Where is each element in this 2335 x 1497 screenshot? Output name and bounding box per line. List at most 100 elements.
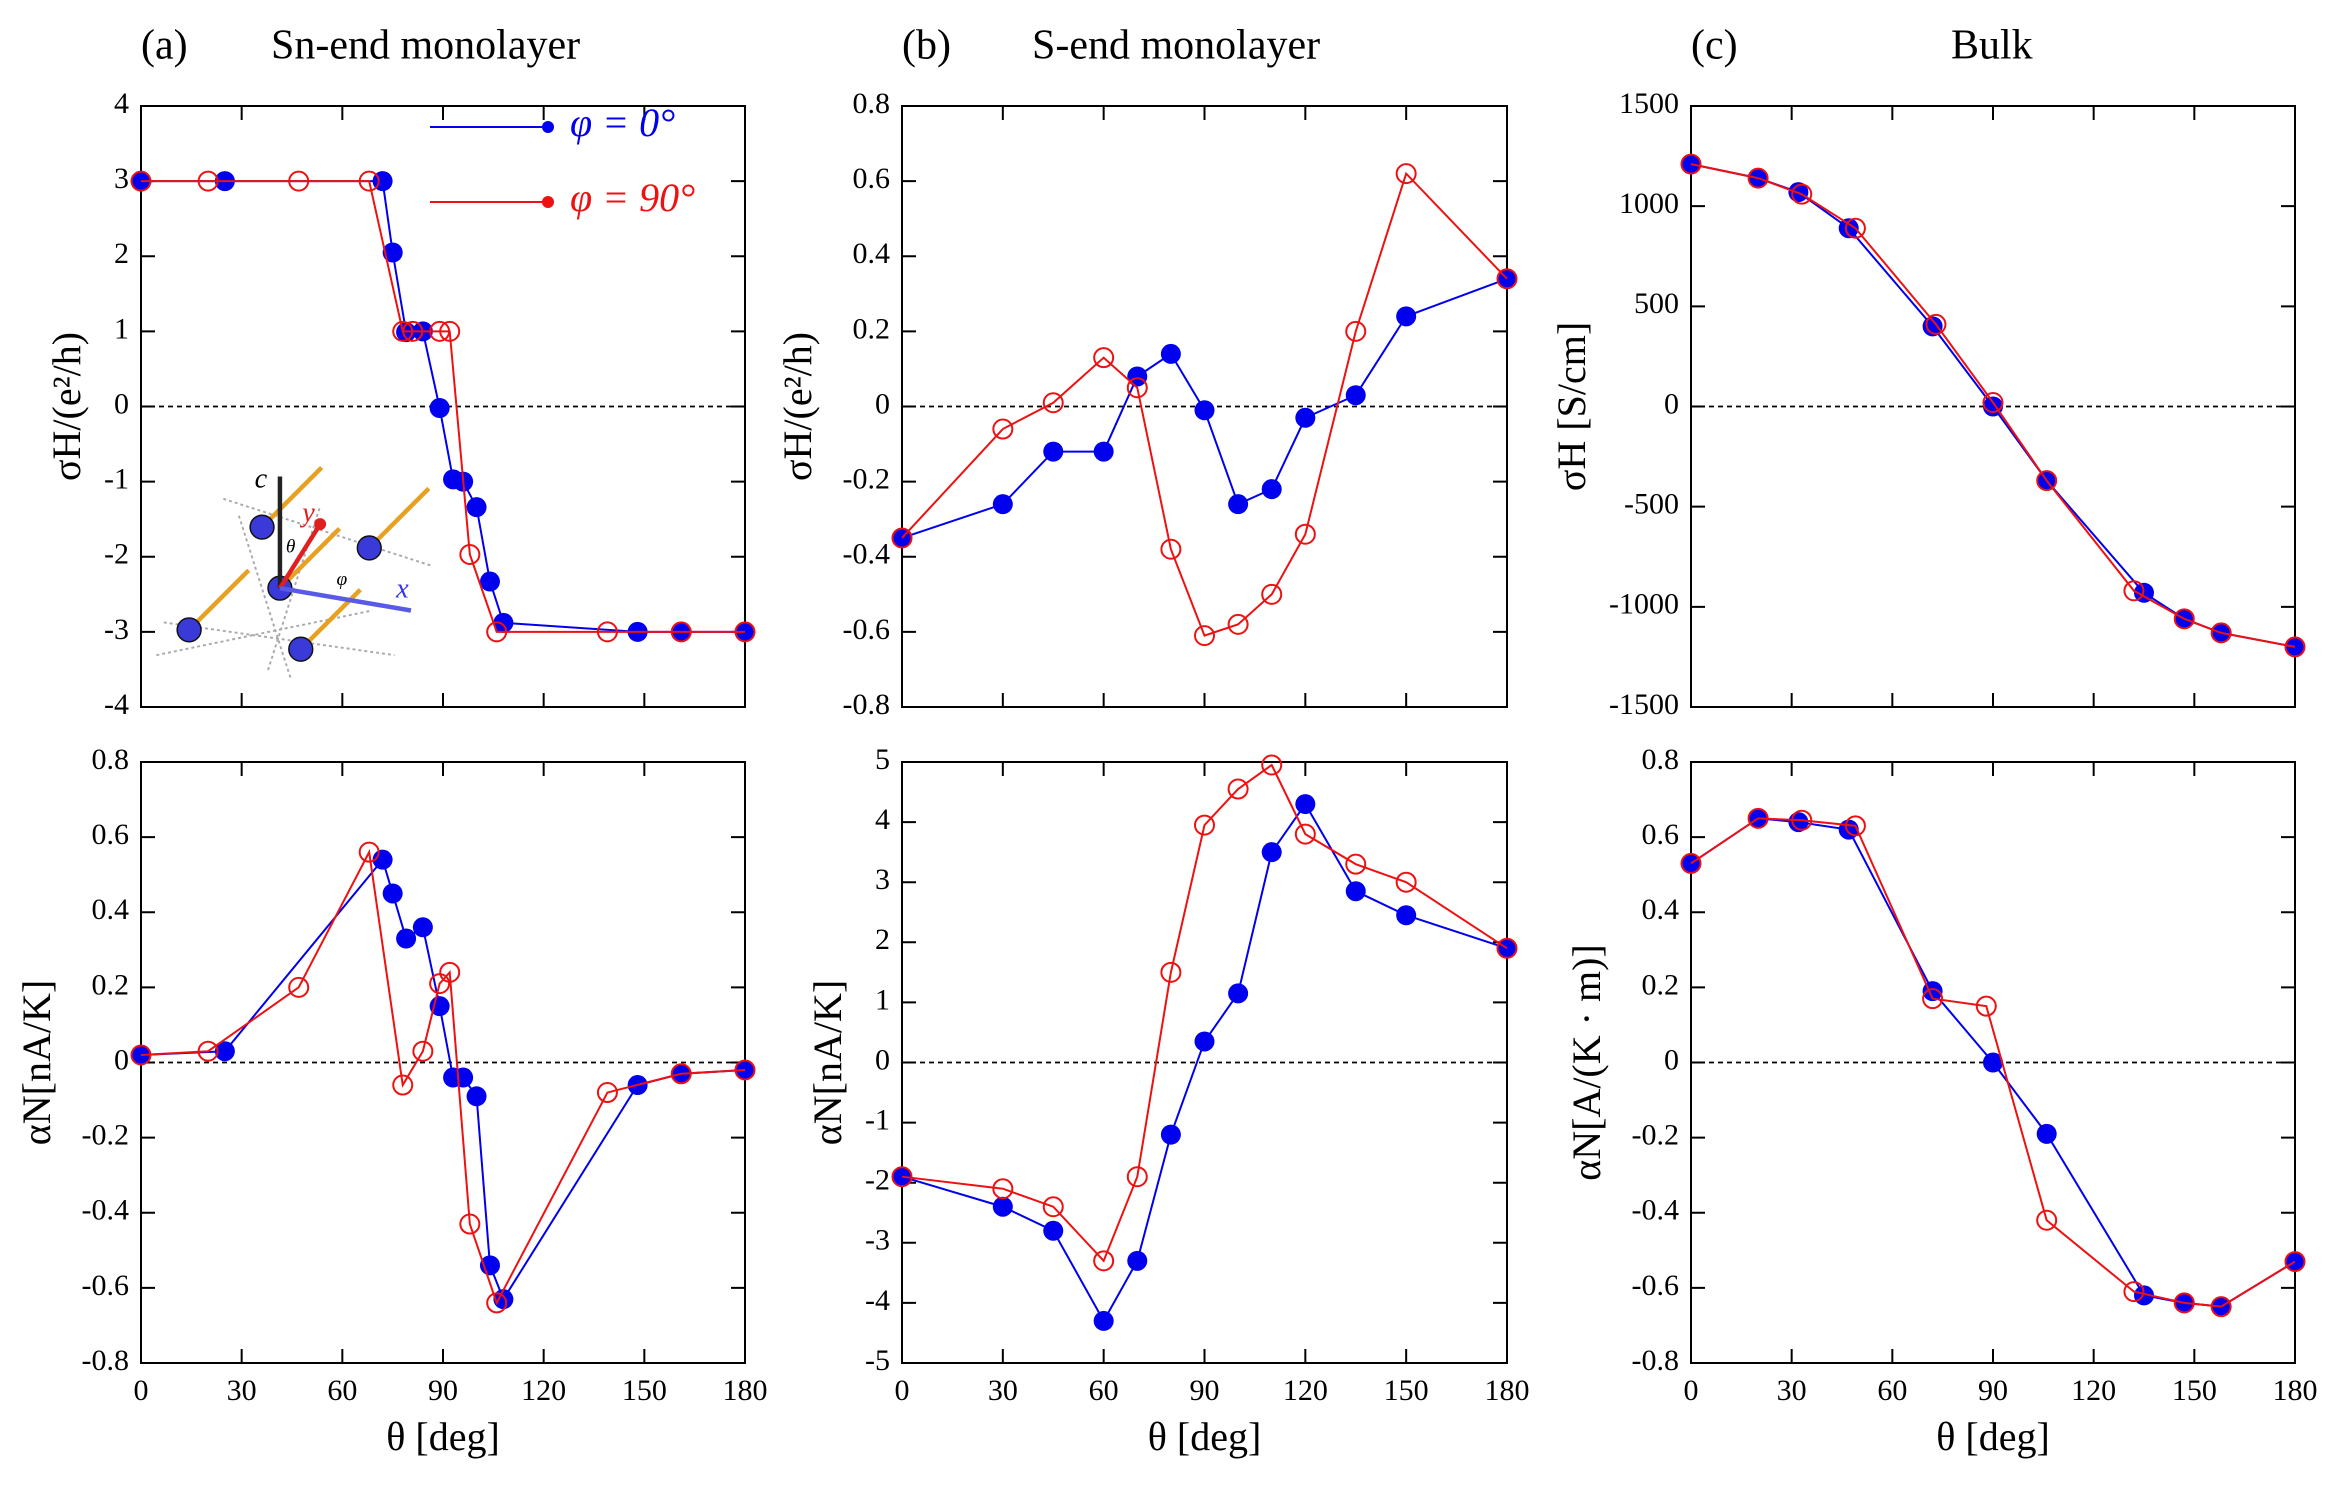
x-tick-label: 0 <box>895 1374 910 1407</box>
data-point <box>1042 392 1064 414</box>
series-line <box>140 857 746 1302</box>
data-point <box>1126 377 1148 399</box>
data-point <box>1261 479 1282 500</box>
data-point <box>891 527 913 549</box>
x-tick-label: 180 <box>2273 1374 2318 1407</box>
panel-title: Sn-end monolayer <box>271 23 580 69</box>
y-tick-label: -4 <box>865 1284 890 1317</box>
y-tick-label: -1 <box>104 463 129 496</box>
data-point <box>392 1074 414 1096</box>
y-tick-label: 0 <box>1664 387 1679 420</box>
data-point <box>130 170 152 192</box>
data-point <box>2210 1296 2232 1318</box>
inset-spin-arrow <box>367 486 431 550</box>
x-axis-label: θ [deg] <box>1148 1414 1262 1459</box>
y-tick-label: 1 <box>114 312 129 345</box>
inset-label: θ <box>286 536 296 557</box>
data-point <box>1395 871 1417 893</box>
legend-label: φ = 90° <box>570 175 695 220</box>
data-point <box>1294 523 1316 545</box>
data-point <box>466 1086 487 1107</box>
y-tick-label: -3 <box>865 1224 890 1257</box>
data-point <box>1261 754 1283 776</box>
data-point <box>459 543 481 565</box>
legend-marker <box>542 121 554 133</box>
data-point <box>459 1213 481 1235</box>
y-tick-label: 4 <box>114 87 129 120</box>
data-point <box>1127 366 1148 387</box>
inset-dotted-line <box>156 609 373 657</box>
data-point <box>453 1067 474 1088</box>
data-point <box>1747 167 1769 189</box>
data-point <box>596 621 618 643</box>
data-point <box>1228 494 1249 515</box>
data-point <box>2036 470 2058 492</box>
data-point <box>992 1178 1014 1200</box>
y-tick-label: -0.6 <box>82 1269 130 1302</box>
series-line <box>901 763 1508 1263</box>
panel-title: Bulk <box>1951 23 2033 69</box>
data-point <box>412 917 433 938</box>
data-point <box>1194 625 1215 647</box>
y-axis-label: σH [S/cm] <box>1549 322 1594 491</box>
y-axis-label: αN[A/(K · m)] <box>1564 944 1609 1180</box>
series-line <box>901 171 1508 637</box>
y-tick-label: 5 <box>875 743 890 776</box>
y-tick-label: -0.8 <box>843 688 891 721</box>
data-point <box>1496 937 1518 959</box>
y-tick-label: -0.4 <box>82 1194 130 1227</box>
inset-label: c <box>255 463 268 494</box>
data-point <box>2123 1281 2145 1303</box>
x-tick-label: 120 <box>2071 1374 2116 1407</box>
y-tick-label: 3 <box>875 863 890 896</box>
data-point <box>670 621 692 643</box>
data-point <box>1160 1124 1181 1145</box>
data-point <box>1194 1031 1215 1052</box>
inset-label: y <box>299 498 315 529</box>
data-point <box>486 1292 508 1314</box>
y-tick-label: 0 <box>114 387 129 420</box>
inset-atom <box>249 514 275 540</box>
y-tick-label: -0.4 <box>1632 1194 1680 1227</box>
inset-spin-arrow <box>260 465 324 529</box>
y-axis-label: σH/(e²/h) <box>44 332 89 481</box>
panel-title: S-end monolayer <box>1032 23 1320 69</box>
y-axis-label: αN[nA/K] <box>805 980 850 1145</box>
y-tick-label: -0.6 <box>843 613 891 646</box>
y-tick-label: 0 <box>875 387 890 420</box>
y-tick-label: -0.8 <box>82 1344 130 1377</box>
series-line <box>1690 817 2296 1308</box>
y-tick-label: -0.2 <box>82 1119 130 1152</box>
data-point <box>1844 815 1866 837</box>
inset-dotted-line <box>267 505 322 671</box>
data-point <box>402 320 424 342</box>
inset-label: φ <box>337 569 348 590</box>
data-point <box>214 1041 235 1062</box>
data-point <box>1261 842 1282 863</box>
data-point <box>197 1040 219 1062</box>
data-point <box>1093 1310 1114 1331</box>
data-point <box>1194 400 1215 421</box>
x-tick-label: 90 <box>428 1374 458 1407</box>
data-point <box>1042 1196 1064 1218</box>
y-tick-label: 1500 <box>1619 87 1679 120</box>
data-point <box>992 1196 1013 1217</box>
y-tick-label: 0.8 <box>1642 743 1680 776</box>
data-point <box>2123 580 2145 602</box>
data-point <box>1838 819 1859 840</box>
x-tick-label: 60 <box>1877 1374 1907 1407</box>
data-point <box>734 1059 756 1081</box>
y-tick-label: -0.2 <box>843 463 891 496</box>
x-tick-label: 150 <box>1384 1374 1429 1407</box>
y-tick-label: 0.6 <box>92 818 130 851</box>
data-point <box>1925 313 1947 335</box>
data-point <box>1294 823 1316 845</box>
data-point <box>1227 778 1249 800</box>
data-point <box>493 612 514 633</box>
data-point <box>1093 1250 1115 1272</box>
data-point <box>1228 983 1249 1004</box>
y-tick-label: 0.4 <box>1642 893 1680 926</box>
y-tick-label: 0.6 <box>1642 818 1680 851</box>
data-point <box>130 1044 152 1066</box>
data-point <box>992 418 1014 440</box>
